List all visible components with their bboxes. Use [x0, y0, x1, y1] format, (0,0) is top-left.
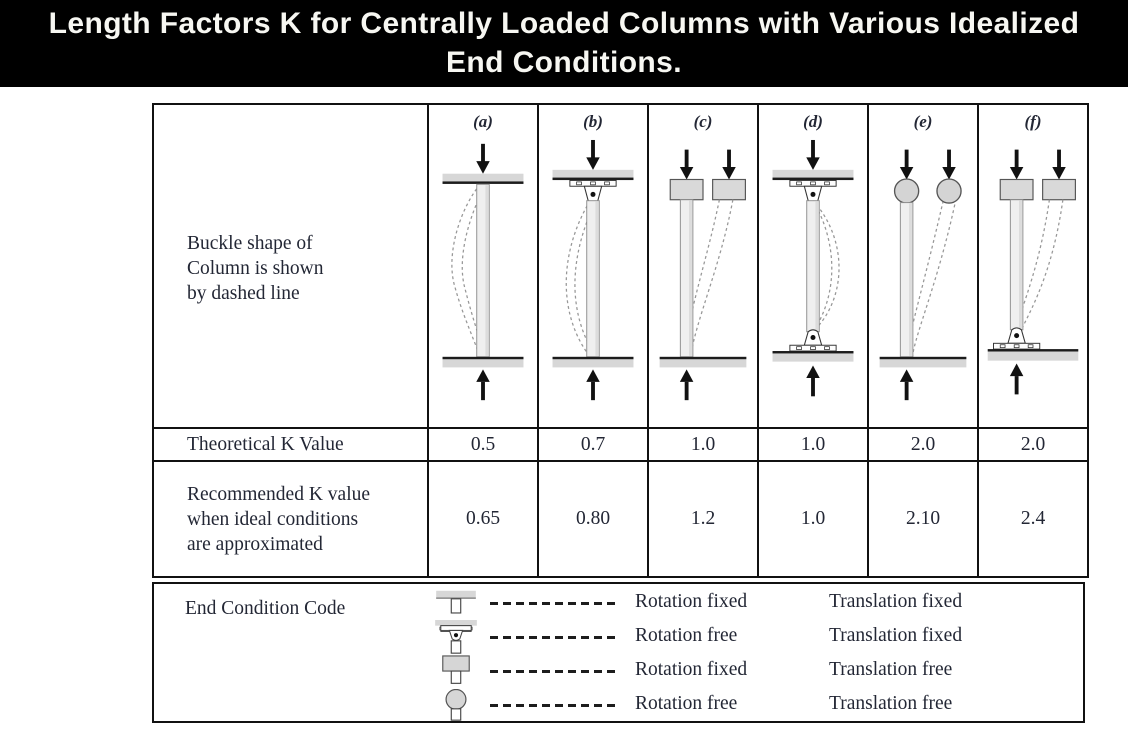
column-case-d: (d)	[757, 105, 867, 427]
theoretical-k-d: 1.0	[757, 427, 867, 460]
column-label-b: (b)	[583, 112, 603, 131]
recommended-k-label: Recommended K value when ideal condition…	[187, 483, 371, 555]
theoretical-k-e: 2.0	[867, 427, 977, 460]
recommended-k-label-cell: Recommended K value when ideal condition…	[154, 460, 427, 576]
buckled-column-diagram-a	[430, 136, 536, 408]
title-banner: Length Factors K for Centrally Loaded Co…	[0, 0, 1128, 87]
recommended-k-e: 2.10	[867, 460, 977, 576]
k-factor-table: Buckle shape of Column is shown by dashe…	[152, 103, 1089, 578]
buckled-column-diagram-e	[870, 136, 976, 408]
theoretical-k-label: Theoretical K Value	[187, 434, 344, 455]
guided-end-icon	[431, 655, 481, 689]
column-case-e: (e)	[867, 105, 977, 427]
legend-row-fixed-free: Rotation fixed Translation free	[154, 655, 1083, 689]
end-condition-code-box: End Condition Code Rotation fixed Transl…	[152, 582, 1085, 723]
buckled-column-diagram-b	[540, 136, 646, 408]
column-label-c: (c)	[693, 112, 713, 131]
end-condition-code-title: End Condition Code	[185, 598, 346, 619]
column-case-f: (f)	[977, 105, 1087, 427]
legend-dashes	[490, 670, 616, 673]
buckle-shape-label-cell: Buckle shape of Column is shown by dashe…	[154, 105, 427, 427]
fixed-end-icon	[431, 587, 481, 621]
buckled-column-diagram-d	[760, 136, 866, 408]
free-end-icon	[431, 689, 481, 723]
column-label-a: (a)	[473, 112, 493, 131]
column-label-d: (d)	[803, 112, 823, 131]
legend-row-free-free: Rotation free Translation free	[154, 689, 1083, 723]
legend-row-fixed-fixed: Rotation fixed Translation fixed	[154, 587, 1083, 621]
buckled-column-diagram-c	[650, 136, 756, 408]
column-label-f: (f)	[1024, 112, 1042, 131]
column-case-b: (b)	[537, 105, 647, 427]
column-label-e: (e)	[913, 112, 933, 131]
legend-dashes	[490, 602, 616, 605]
recommended-k-d: 1.0	[757, 460, 867, 576]
theoretical-k-a: 0.5	[427, 427, 537, 460]
column-case-c: (c)	[647, 105, 757, 427]
buckled-column-diagram-f	[980, 136, 1086, 408]
pinned-end-icon	[431, 620, 481, 655]
recommended-k-b: 0.80	[537, 460, 647, 576]
legend-dashes	[490, 704, 616, 707]
legend-row-free-fixed: Rotation free Translation fixed	[154, 620, 1083, 655]
theoretical-k-f: 2.0	[977, 427, 1087, 460]
recommended-k-f: 2.4	[977, 460, 1087, 576]
title-line-1: Length Factors K for Centrally Loaded Co…	[48, 7, 1080, 40]
theoretical-k-label-cell: Theoretical K Value	[154, 427, 427, 460]
buckle-shape-label: Buckle shape of Column is shown by dashe…	[187, 233, 324, 304]
legend-dashes	[490, 636, 616, 639]
recommended-k-a: 0.65	[427, 460, 537, 576]
theoretical-k-b: 0.7	[537, 427, 647, 460]
theoretical-k-c: 1.0	[647, 427, 757, 460]
title-line-2: End Conditions.	[446, 46, 682, 79]
column-case-a: (a)	[427, 105, 537, 427]
recommended-k-c: 1.2	[647, 460, 757, 576]
